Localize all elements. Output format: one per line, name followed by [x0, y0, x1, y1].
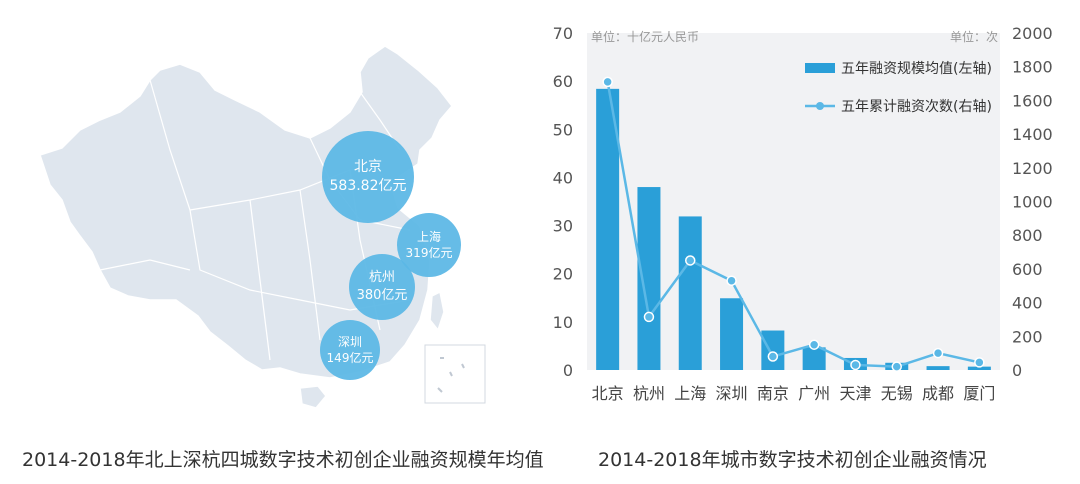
left-tick-label: 30: [553, 217, 573, 236]
x-tick-label: 深圳: [716, 384, 748, 403]
bubble-city: 杭州: [368, 270, 395, 286]
line-point: [808, 339, 820, 350]
x-tick-label: 天津: [839, 384, 871, 403]
left-axis-unit: 单位：十亿元人民币: [591, 29, 699, 44]
bubble-value: 583.82亿元: [329, 178, 407, 194]
right-axis-unit: 单位：次: [950, 29, 998, 44]
left-tick-label: 20: [553, 265, 573, 284]
right-tick-label: 1400: [1012, 125, 1053, 144]
bar: [926, 366, 950, 370]
left-tick-label: 0: [563, 361, 573, 380]
x-axis: 北京 杭州 上海 深圳 南京 广州 天津 无锡 成都 厦门: [592, 384, 996, 403]
map-caption: 2014-2018年北上深杭四城数字技术初创企业融资规模年均值: [22, 449, 544, 471]
bubble-city: 北京: [354, 159, 382, 176]
line-point: [850, 359, 861, 371]
bar: [761, 330, 785, 370]
x-tick-label: 成都: [922, 384, 954, 403]
right-tick-label: 2000: [1012, 24, 1053, 43]
bubble-value: 319亿元: [405, 246, 453, 260]
line-point: [891, 361, 902, 372]
province-border: [249, 199, 271, 361]
province-border: [149, 79, 191, 211]
inset-islands: [437, 357, 465, 393]
left-tick-label: 70: [553, 24, 573, 43]
right-tick-label: 0: [1012, 361, 1022, 380]
x-tick-label: 广州: [798, 384, 830, 403]
bubble-shenzhen: 深圳 149亿元: [320, 320, 380, 380]
left-tick-label: 60: [553, 72, 573, 91]
bar: [678, 216, 702, 370]
legend-line-label: 五年累计融资次数(右轴): [841, 99, 992, 115]
left-tick-label: 50: [553, 120, 573, 139]
right-tick-label: 1000: [1012, 193, 1053, 212]
line-point: [974, 357, 985, 368]
china-map: [39, 45, 486, 409]
line-point: [932, 347, 944, 359]
right-tick-label: 1200: [1012, 159, 1053, 178]
bubble-city: 深圳: [337, 334, 362, 349]
bubble-value: 380亿元: [356, 288, 408, 303]
right-tick-label: 1600: [1012, 91, 1053, 110]
line-series: [602, 76, 985, 372]
taiwan-island-shape: [429, 290, 445, 332]
left-tick-label: 40: [553, 168, 573, 187]
line-point: [643, 311, 655, 323]
bubble-value: 149亿元: [326, 351, 374, 365]
china-map-panel: 北京 583.82亿元 上海 319亿元 杭州 380亿元 深圳 149亿元: [39, 45, 486, 409]
x-tick-label: 北京: [592, 384, 624, 403]
bar-series: [596, 88, 991, 371]
line-point: [726, 275, 737, 286]
legend-bar-label: 五年融资规模均值(左轴): [841, 61, 992, 77]
south-china-sea-inset: [424, 344, 486, 404]
inset-frame: [424, 344, 486, 404]
bar: [596, 88, 620, 371]
x-tick-label: 南京: [757, 384, 789, 403]
bar: [967, 366, 991, 370]
bubble-city: 上海: [416, 229, 441, 244]
chart-caption: 2014-2018年城市数字技术初创企业融资情况: [598, 449, 987, 471]
bar: [720, 298, 744, 370]
left-axis: 0 10 20 30 40 50 60 70: [553, 24, 573, 380]
x-tick-label: 无锡: [881, 384, 913, 403]
right-tick-label: 600: [1012, 260, 1043, 279]
line-point: [602, 76, 613, 88]
right-tick-label: 200: [1012, 327, 1043, 346]
right-tick-label: 800: [1012, 226, 1043, 245]
province-border: [299, 189, 321, 341]
legend-line-marker: [816, 102, 824, 110]
bubble-beijing: 北京 583.82亿元: [322, 131, 414, 223]
map-land: [39, 45, 453, 409]
line-point: [685, 255, 696, 266]
x-tick-label: 杭州: [633, 384, 665, 403]
combo-chart: 单位：十亿元人民币 单位：次 0 10 20 30 40 50 60 70 0 200 400 60…: [553, 24, 1053, 403]
bar: [637, 187, 661, 370]
left-tick-label: 10: [553, 313, 573, 332]
chart-panel: 单位：十亿元人民币 单位：次 0 10 20 30 40 50 60 70 0 200 400 60…: [540, 0, 1080, 484]
right-tick-label: 400: [1012, 294, 1043, 313]
province-border: [99, 259, 191, 271]
right-tick-label: 1800: [1012, 58, 1053, 77]
line-point: [767, 351, 779, 362]
series-line: [606, 81, 980, 368]
hainan-island-shape: [299, 385, 327, 409]
legend-bar-swatch: [805, 63, 835, 73]
x-tick-label: 上海: [674, 384, 706, 403]
chart-legend: 五年融资规模均值(左轴) 五年累计融资次数(右轴): [805, 61, 992, 115]
bubble-hangzhou: 杭州 380亿元: [349, 254, 415, 320]
bar: [802, 347, 826, 370]
x-tick-label: 厦门: [963, 384, 995, 403]
right-axis: 0 200 400 600 800 1000 1200 1400 1600 1800 2000: [1012, 24, 1053, 380]
